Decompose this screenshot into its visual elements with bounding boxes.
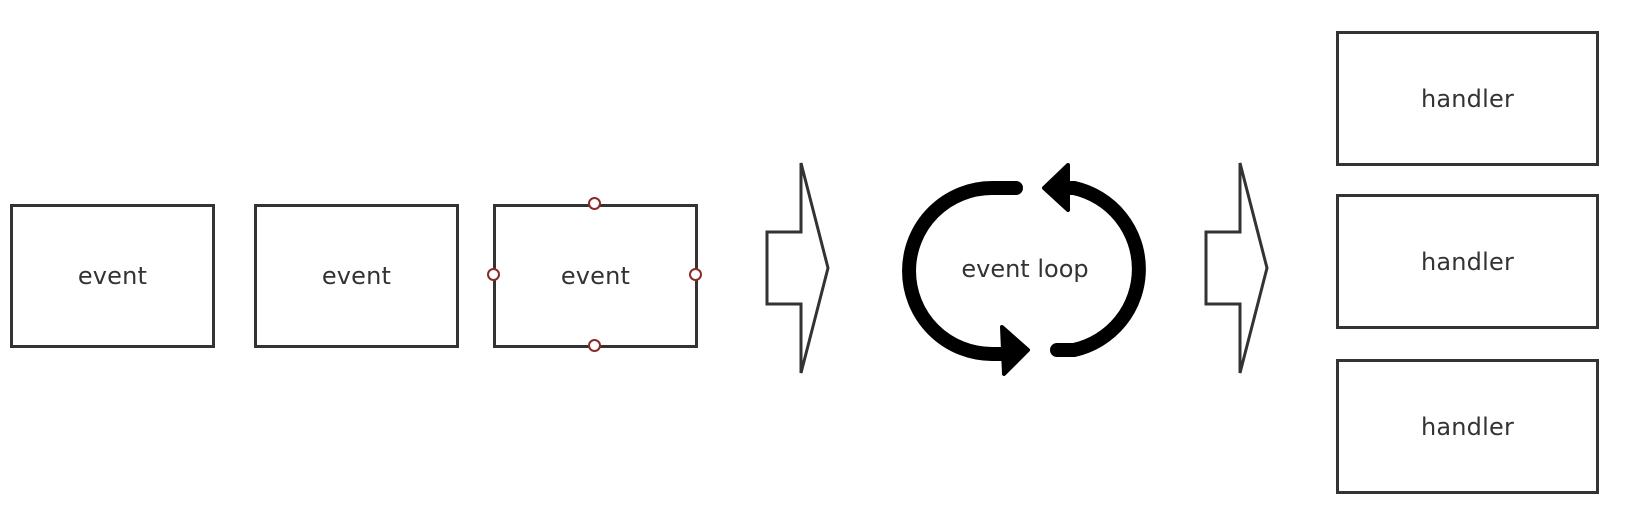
loop-arrow-right-icon [1042,163,1146,357]
event-label-1: event [77,262,148,290]
event-box-1[interactable]: event [10,204,215,348]
handler-label-2: handler [1420,247,1515,276]
selection-handle-top-icon[interactable] [588,197,601,210]
selection-handle-left-icon[interactable] [487,268,500,281]
handler-box-2[interactable]: handler [1336,194,1599,329]
event-loop-label: event loop [961,255,1089,283]
flow-arrow-1-icon[interactable] [765,162,830,374]
selection-handle-right-icon[interactable] [689,268,702,281]
loop-arrow-left-icon [902,181,1030,376]
handler-box-1[interactable]: handler [1336,31,1599,166]
event-label-3: event [560,262,631,290]
handler-label-1: handler [1420,84,1515,113]
flow-arrow-2-icon[interactable] [1204,162,1269,374]
handler-box-3[interactable]: handler [1336,359,1599,494]
event-label-2: event [321,262,392,290]
handler-label-3: handler [1420,412,1515,441]
event-box-2[interactable]: event [254,204,459,348]
selection-handle-bottom-icon[interactable] [588,339,601,352]
